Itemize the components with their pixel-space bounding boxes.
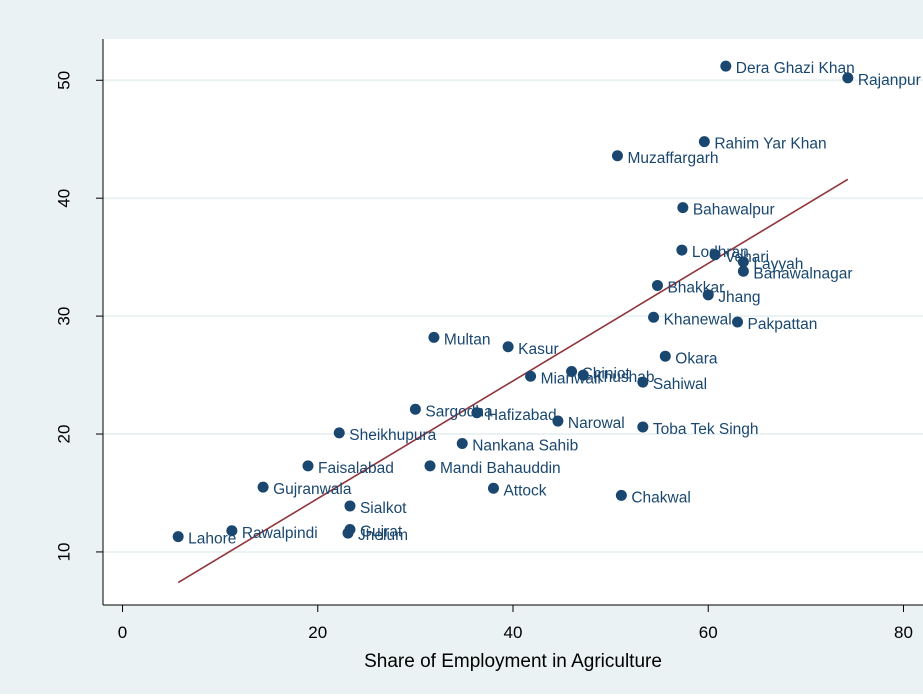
point-label-kasur: Kasur xyxy=(518,341,559,358)
x-tick-label-2: 40 xyxy=(504,623,523,642)
y-tick-label-0: 10 xyxy=(54,542,73,561)
point-label-sialkot: Sialkot xyxy=(360,500,407,517)
point-label-rahim-yar-khan: Rahim Yar Khan xyxy=(714,136,826,153)
point-lahore xyxy=(172,531,184,543)
point-label-layyah: Layyah xyxy=(753,256,803,273)
point-kasur xyxy=(502,341,514,353)
point-label-jhang: Jhang xyxy=(718,289,760,306)
point-chakwal xyxy=(615,489,627,501)
point-rajanpur xyxy=(842,72,854,84)
point-okara xyxy=(659,350,671,362)
point-label-khanewal: Khanewal xyxy=(664,311,732,328)
y-tick-label-3: 40 xyxy=(54,189,73,208)
point-label-bahawalnagar: Bahawalnagar xyxy=(753,265,852,282)
plot-area xyxy=(103,39,923,605)
point-khanewal xyxy=(648,311,660,323)
point-label-rawalpindi: Rawalpindi xyxy=(242,525,318,542)
point-sialkot xyxy=(344,500,356,512)
point-label-bhakkar: Bhakkar xyxy=(667,280,724,297)
point-label-pakpattan: Pakpattan xyxy=(748,316,818,333)
point-pakpattan xyxy=(732,316,744,328)
point-sahiwal xyxy=(637,376,649,388)
point-label-gujrat: Gujrat xyxy=(360,524,403,541)
point-label-gujranwala: Gujranwala xyxy=(273,481,352,498)
point-bahawalpur xyxy=(677,202,689,214)
point-label-mianwali: Mianwali xyxy=(541,370,601,387)
point-sargodha xyxy=(409,403,421,415)
point-multan xyxy=(428,331,440,343)
point-rawalpindi xyxy=(226,525,238,537)
point-label-toba-tek-singh: Toba Tek Singh xyxy=(653,421,759,438)
point-label-rajanpur: Rajanpur xyxy=(858,72,921,89)
point-mandi-bahauddin xyxy=(424,460,436,472)
point-label-faisalabad: Faisalabad xyxy=(318,460,394,477)
point-label-attock: Attock xyxy=(503,482,546,499)
point-label-lodhran: Lodhran xyxy=(692,244,749,261)
point-jhang xyxy=(702,289,714,301)
point-label-chiniot: Chiniot xyxy=(582,366,631,383)
y-tick-label-2: 30 xyxy=(54,307,73,326)
point-label-mandi-bahauddin: Mandi Bahauddin xyxy=(440,460,561,477)
point-label-sheikhupura: Sheikhupura xyxy=(349,427,436,444)
point-vehari xyxy=(709,249,721,261)
point-rahim-yar-khan xyxy=(698,136,710,148)
point-hafizabad xyxy=(471,407,483,419)
y-tick-label-4: 50 xyxy=(54,71,73,90)
point-bhakkar xyxy=(651,279,663,291)
point-label-bahawalpur: Bahawalpur xyxy=(693,202,775,219)
point-label-lahore: Lahore xyxy=(188,531,236,548)
point-toba-tek-singh xyxy=(637,421,649,433)
y-tick-label-1: 20 xyxy=(54,425,73,444)
point-label-okara: Okara xyxy=(675,350,718,367)
fit-line xyxy=(177,178,849,584)
point-sheikhupura xyxy=(333,427,345,439)
point-khushab xyxy=(577,369,589,381)
point-chiniot xyxy=(566,366,578,378)
x-tick-label-3: 60 xyxy=(699,623,718,642)
point-label-vehari: Vehari xyxy=(725,249,769,266)
point-dera-ghazi-khan xyxy=(720,60,732,72)
point-layyah xyxy=(737,256,749,268)
point-label-sahiwal: Sahiwal xyxy=(653,376,707,393)
point-muzaffargarh xyxy=(611,150,623,162)
point-bahawalnagar xyxy=(737,265,749,277)
point-label-multan: Multan xyxy=(444,331,491,348)
point-label-hafizabad: Hafizabad xyxy=(487,407,557,424)
point-narowal xyxy=(552,415,564,427)
point-label-narowal: Narowal xyxy=(568,415,625,432)
point-label-sargodha: Sargodha xyxy=(425,403,493,420)
point-faisalabad xyxy=(302,460,314,472)
point-attock xyxy=(487,482,499,494)
point-label-dera-ghazi-khan: Dera Ghazi Khan xyxy=(736,60,855,77)
point-gujranwala xyxy=(257,481,269,493)
point-nankana-sahib xyxy=(456,437,468,449)
x-axis-title: Share of Employment in Agriculture xyxy=(364,651,662,672)
point-label-nankana-sahib: Nankana Sahib xyxy=(472,438,578,455)
point-label-jhelum: Jhelum xyxy=(358,527,408,544)
x-tick-label-0: 0 xyxy=(118,623,127,642)
point-label-muzaffargarh: Muzaffargarh xyxy=(627,150,718,167)
x-tick-label-1: 20 xyxy=(308,623,327,642)
x-tick-label-4: 80 xyxy=(894,623,913,642)
point-mianwali xyxy=(525,370,537,382)
point-label-chakwal: Chakwal xyxy=(631,489,690,506)
point-jhelum xyxy=(342,527,354,539)
point-lodhran xyxy=(676,244,688,256)
